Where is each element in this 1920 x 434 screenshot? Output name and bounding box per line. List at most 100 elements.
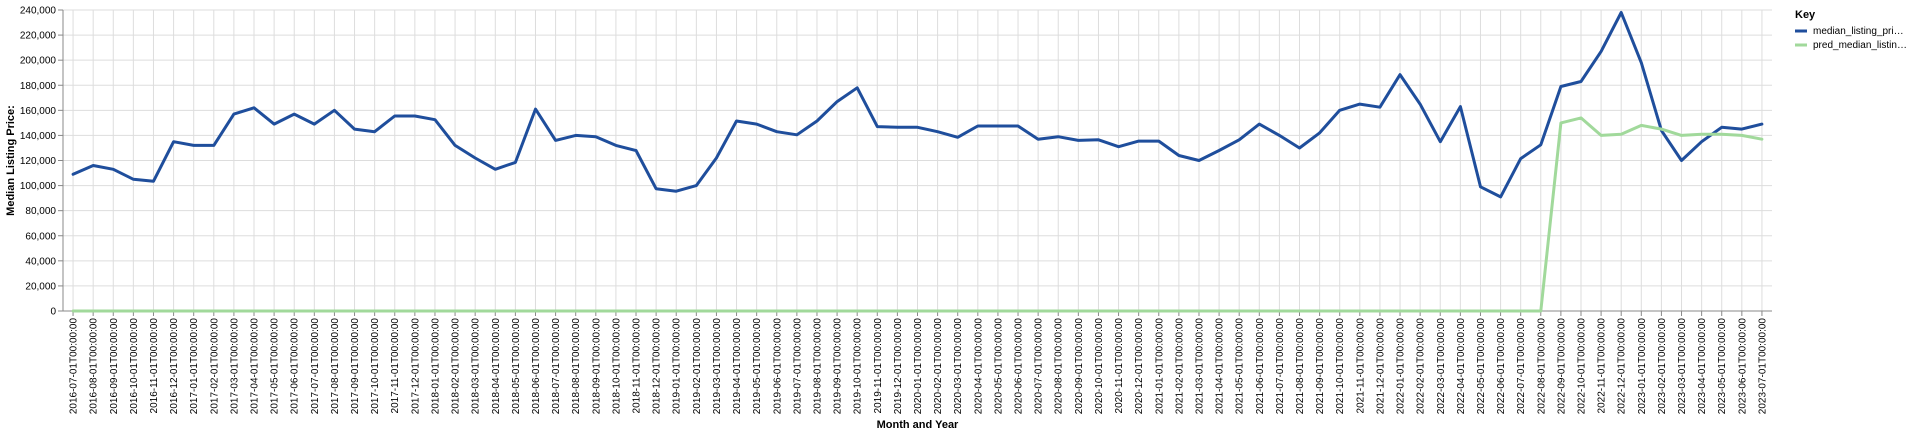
x-tick-label: 2023-03-01T00:00:00 (1677, 318, 1688, 415)
x-tick-label: 2019-04-01T00:00:00 (732, 318, 743, 415)
x-tick-label: 2020-06-01T00:00:00 (1014, 318, 1025, 415)
x-tick-label: 2017-05-01T00:00:00 (270, 318, 281, 415)
x-tick-label: 2022-02-01T00:00:00 (1416, 318, 1427, 415)
x-tick-label: 2020-07-01T00:00:00 (1034, 318, 1045, 415)
y-tick-label: 240,000 (20, 6, 57, 17)
y-tick-label: 60,000 (25, 231, 56, 242)
x-tick-label: 2017-10-01T00:00:00 (370, 318, 381, 415)
y-tick-label: 100,000 (20, 181, 57, 192)
x-tick-label: 2017-12-01T00:00:00 (410, 318, 421, 415)
y-tick-label: 180,000 (20, 81, 57, 92)
x-tick-label: 2022-09-01T00:00:00 (1556, 318, 1567, 415)
y-tick-label: 0 (50, 307, 56, 318)
x-tick-label: 2022-03-01T00:00:00 (1436, 318, 1447, 415)
x-tick-label: 2021-07-01T00:00:00 (1275, 318, 1286, 415)
x-tick-label: 2017-04-01T00:00:00 (250, 318, 261, 415)
x-tick-label: 2021-08-01T00:00:00 (1295, 318, 1306, 415)
x-tick-label: 2021-12-01T00:00:00 (1375, 318, 1386, 415)
y-tick-label: 160,000 (20, 106, 57, 117)
x-tick-label: 2017-03-01T00:00:00 (229, 318, 240, 415)
x-tick-label: 2023-06-01T00:00:00 (1737, 318, 1748, 415)
x-tick-label: 2019-12-01T00:00:00 (893, 318, 904, 415)
x-tick-label: 2020-08-01T00:00:00 (1054, 318, 1065, 415)
legend-label: median_listing_pri… (1813, 26, 1904, 37)
x-tick-label: 2018-10-01T00:00:00 (611, 318, 622, 415)
x-tick-label: 2021-04-01T00:00:00 (1215, 318, 1226, 415)
x-tick-label: 2018-03-01T00:00:00 (471, 318, 482, 415)
x-tick-label: 2017-01-01T00:00:00 (189, 318, 200, 415)
x-tick-label: 2021-02-01T00:00:00 (1174, 318, 1185, 415)
x-tick-label: 2017-11-01T00:00:00 (390, 318, 401, 414)
x-tick-label: 2017-09-01T00:00:00 (350, 318, 361, 415)
x-tick-label: 2019-09-01T00:00:00 (833, 318, 844, 415)
legend-label: pred_median_listin… (1813, 40, 1907, 51)
x-tick-label: 2023-05-01T00:00:00 (1717, 318, 1728, 415)
x-tick-label: 2019-02-01T00:00:00 (692, 318, 703, 415)
x-tick-label: 2021-11-01T00:00:00 (1355, 318, 1366, 414)
x-tick-label: 2018-04-01T00:00:00 (491, 318, 502, 415)
x-tick-label: 2020-09-01T00:00:00 (1074, 318, 1085, 415)
x-tick-label: 2022-04-01T00:00:00 (1456, 318, 1467, 415)
x-tick-label: 2022-06-01T00:00:00 (1496, 318, 1507, 415)
x-tick-label: 2017-07-01T00:00:00 (310, 318, 321, 415)
x-tick-label: 2023-01-01T00:00:00 (1637, 318, 1648, 415)
x-tick-label: 2016-08-01T00:00:00 (89, 318, 100, 415)
x-tick-label: 2019-11-01T00:00:00 (873, 318, 884, 414)
x-tick-label: 2019-10-01T00:00:00 (853, 318, 864, 415)
x-tick-label: 2017-06-01T00:00:00 (290, 318, 301, 415)
x-tick-label: 2021-06-01T00:00:00 (1255, 318, 1266, 415)
y-axis-title: Median Listing Price: (5, 105, 17, 216)
x-tick-label: 2020-11-01T00:00:00 (1114, 318, 1125, 414)
x-tick-label: 2020-04-01T00:00:00 (973, 318, 984, 415)
x-tick-label: 2020-10-01T00:00:00 (1094, 318, 1105, 415)
x-tick-label: 2019-08-01T00:00:00 (812, 318, 823, 415)
x-tick-label: 2020-02-01T00:00:00 (933, 318, 944, 415)
x-tick-label: 2016-07-01T00:00:00 (69, 318, 80, 415)
y-tick-label: 220,000 (20, 31, 57, 42)
series-lines (71, 11, 1764, 313)
x-tick-label: 2018-05-01T00:00:00 (511, 318, 522, 415)
x-tick-label: 2021-10-01T00:00:00 (1335, 318, 1346, 415)
series-line-actual (71, 11, 1764, 199)
x-tick-label: 2020-05-01T00:00:00 (993, 318, 1004, 415)
x-tick-label: 2018-01-01T00:00:00 (430, 318, 441, 415)
x-tick-label: 2022-12-01T00:00:00 (1617, 318, 1628, 415)
x-tick-label: 2020-03-01T00:00:00 (953, 318, 964, 415)
x-tick-label: 2023-02-01T00:00:00 (1657, 318, 1668, 415)
x-tick-label: 2016-10-01T00:00:00 (129, 318, 140, 415)
x-tick-label: 2019-05-01T00:00:00 (752, 318, 763, 415)
x-tick-label: 2018-06-01T00:00:00 (531, 318, 542, 415)
x-tick-label: 2021-03-01T00:00:00 (1194, 318, 1205, 415)
y-tick-label: 140,000 (20, 131, 57, 142)
x-tick-label: 2017-08-01T00:00:00 (330, 318, 341, 415)
x-tick-label: 2020-01-01T00:00:00 (913, 318, 924, 415)
x-tick-label: 2016-12-01T00:00:00 (169, 318, 180, 415)
x-tick-label: 2018-02-01T00:00:00 (451, 318, 462, 415)
axes: 0 20,000 40,000 60,000 80,000 100,000 120,000 1… (20, 6, 1772, 415)
y-tick-label: 200,000 (20, 56, 57, 67)
x-tick-label: 2018-12-01T00:00:00 (652, 318, 663, 415)
x-axis-title: Month and Year (877, 419, 959, 431)
x-tick-label: 2023-04-01T00:00:00 (1697, 318, 1708, 415)
legend-items: median_listing_pri… pred_median_listin… (1795, 26, 1907, 51)
x-tick-label: 2018-07-01T00:00:00 (551, 318, 562, 415)
y-tick-label: 120,000 (20, 156, 57, 167)
x-tick-label: 2022-08-01T00:00:00 (1536, 318, 1547, 415)
x-tick-label: 2016-09-01T00:00:00 (109, 318, 120, 415)
x-tick-label: 2022-11-01T00:00:00 (1597, 318, 1608, 414)
x-tick-label: 2023-07-01T00:00:00 (1757, 318, 1768, 415)
x-tick-label: 2021-05-01T00:00:00 (1235, 318, 1246, 415)
x-tick-label: 2019-03-01T00:00:00 (712, 318, 723, 415)
x-tick-label: 2022-10-01T00:00:00 (1576, 318, 1587, 415)
x-tick-label: 2019-07-01T00:00:00 (792, 318, 803, 415)
x-tick-label: 2018-09-01T00:00:00 (591, 318, 602, 415)
y-tick-label: 80,000 (25, 206, 56, 217)
x-tick-label: 2022-01-01T00:00:00 (1396, 318, 1407, 415)
x-tick-label: 2019-06-01T00:00:00 (772, 318, 783, 415)
x-tick-label: 2021-09-01T00:00:00 (1315, 318, 1326, 415)
y-tick-label: 40,000 (25, 256, 56, 267)
x-tick-label: 2018-11-01T00:00:00 (632, 318, 643, 414)
x-tick-label: 2019-01-01T00:00:00 (672, 318, 683, 415)
